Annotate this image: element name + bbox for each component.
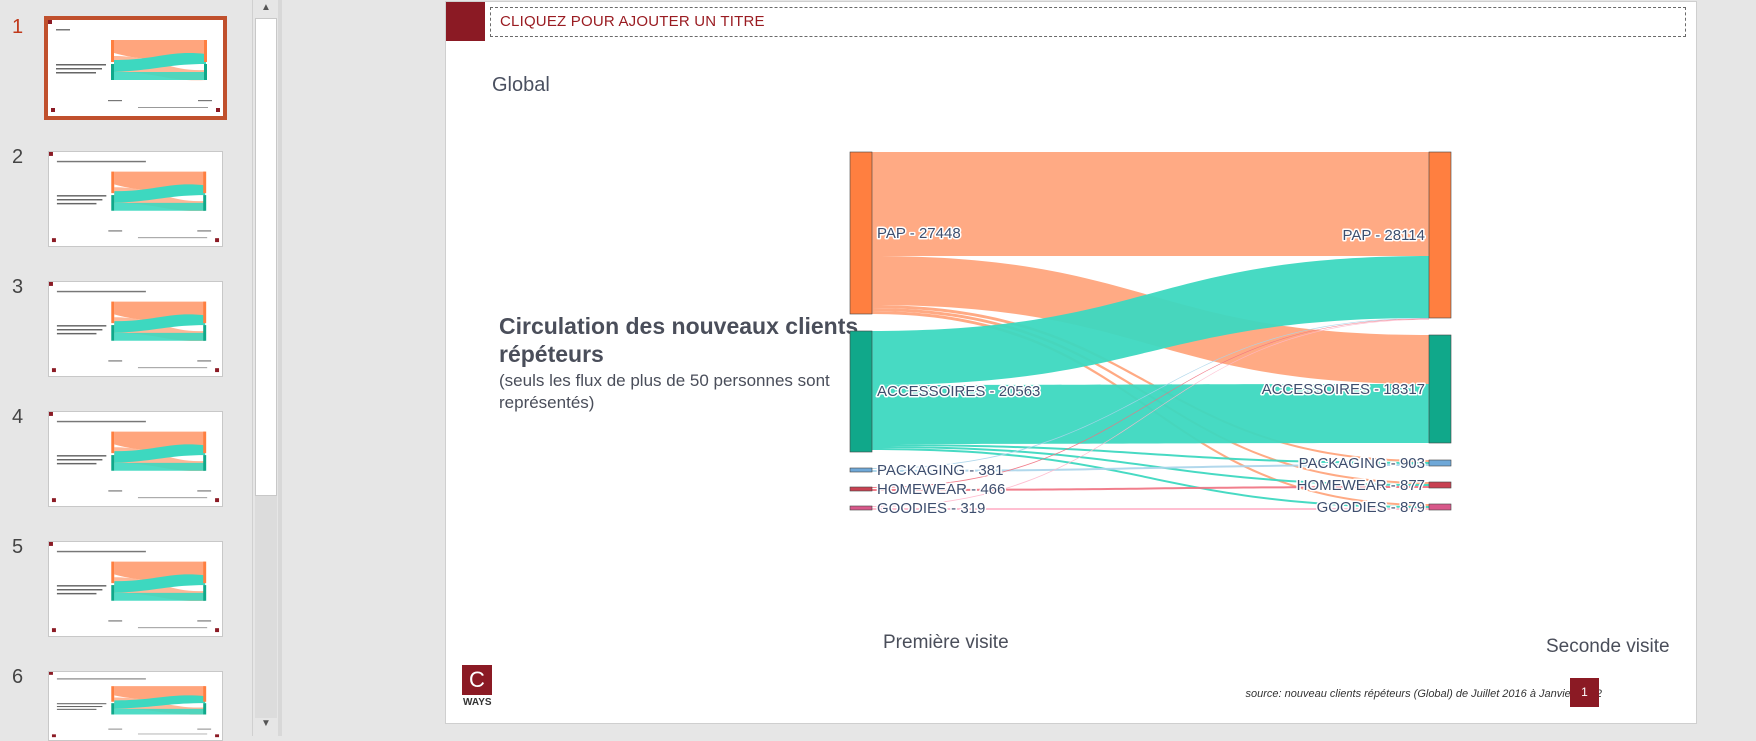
sankey-flow — [872, 508, 1429, 510]
slide-thumbnail-1[interactable] — [44, 16, 227, 120]
sankey-flow — [872, 318, 1429, 488]
sankey-target-label-halo: PAP - 28114 — [1342, 227, 1425, 244]
sankey-target-node — [1428, 151, 1452, 319]
sankey-flow — [872, 384, 1429, 444]
page-number-badge: 1 — [1570, 678, 1599, 707]
title-accent-bar — [446, 2, 485, 41]
thumbnail-number: 2 — [12, 146, 24, 168]
sankey-source-node — [849, 505, 873, 511]
sankey-target-node — [1428, 459, 1452, 467]
chart-subtitle: (seuls les flux de plus de 50 personnes … — [499, 371, 830, 412]
company-logo: C — [462, 665, 492, 695]
thumbnail-preview — [49, 542, 220, 633]
slide-thumbnail-6[interactable] — [48, 671, 223, 741]
sankey-source-label: ACCESSOIRES - 20563 — [877, 383, 1040, 400]
thumbnail-preview — [49, 282, 220, 373]
scroll-thumb[interactable] — [255, 18, 277, 496]
slide-canvas: CLIQUEZ POUR AJOUTER UN TITRE Global Cir… — [446, 2, 1696, 723]
title-placeholder[interactable]: CLIQUEZ POUR AJOUTER UN TITRE — [490, 7, 1686, 37]
source-note: source: nouveau clients répéteurs (Globa… — [1245, 688, 1603, 700]
sankey-target-label: PACKAGING - 903 — [1299, 455, 1425, 472]
thumbnail-number: 3 — [12, 276, 24, 298]
scroll-down-arrow-icon[interactable]: ▼ — [261, 718, 271, 729]
sankey-target-node — [1428, 481, 1452, 489]
sankey-target-label: HOMEWEAR - 877 — [1297, 477, 1425, 494]
sankey-source-label-halo: GOODIES - 319 — [877, 500, 985, 517]
slide-thumbnail-4[interactable] — [48, 411, 223, 507]
sankey-target-label-halo: HOMEWEAR - 877 — [1297, 477, 1425, 494]
thumbnail-number: 1 — [12, 16, 24, 38]
sankey-source-label-halo: ACCESSOIRES - 20563 — [877, 383, 1040, 400]
pane-divider[interactable] — [278, 0, 282, 736]
sankey-target-label-halo: PACKAGING - 903 — [1299, 455, 1425, 472]
sankey-target-label: ACCESSOIRES - 18317 — [1262, 381, 1425, 398]
sankey-source-label: PACKAGING - 381 — [877, 462, 1003, 479]
sankey-source-label-halo: PACKAGING - 381 — [877, 462, 1003, 479]
sankey-source-label: GOODIES - 319 — [877, 500, 985, 517]
sankey-target-label-halo: GOODIES - 879 — [1317, 499, 1425, 516]
section-label: Global — [492, 74, 550, 96]
sankey-flow — [872, 446, 1429, 486]
sankey-source-node — [849, 330, 873, 453]
sankey-target-label-halo: ACCESSOIRES - 18317 — [1262, 381, 1425, 398]
slide-thumbnail-2[interactable] — [48, 151, 223, 247]
thumbnail-scrollbar[interactable]: ▲ ▼ — [252, 0, 278, 736]
sankey-links — [872, 152, 1429, 510]
sankey-source-node — [849, 467, 873, 473]
sankey-flow — [872, 256, 1429, 385]
sankey-flow — [872, 444, 1429, 464]
sankey-source-label-halo: PAP - 27448 — [877, 225, 961, 242]
sankey-target-label: GOODIES - 879 — [1317, 499, 1425, 516]
sankey-source-node — [849, 151, 873, 315]
axis-first-visit-label: Première visite — [883, 632, 1009, 653]
thumbnail-number: 6 — [12, 666, 24, 688]
sankey-flow — [872, 486, 1429, 491]
sankey-source-label-halo: HOMEWEAR - 466 — [877, 481, 1005, 498]
thumbnail-preview — [49, 672, 220, 738]
scroll-up-arrow-icon[interactable]: ▲ — [261, 2, 271, 13]
sankey-source-label: HOMEWEAR - 466 — [877, 481, 1005, 498]
sankey-target-label: PAP - 28114 — [1342, 227, 1425, 244]
thumbnail-number: 5 — [12, 536, 24, 558]
sankey-flow — [872, 319, 1429, 507]
thumbnail-preview — [48, 20, 220, 112]
company-logo-text: WAYS — [463, 697, 492, 708]
sankey-source-label: PAP - 27448 — [877, 225, 961, 242]
sankey-source-node — [849, 486, 873, 492]
chart-title: Circulation des nouveaux clients répéteu… — [499, 313, 859, 367]
sankey-flow — [872, 448, 1429, 508]
slide-thumbnail-5[interactable] — [48, 541, 223, 637]
slide-thumbnail-pane: 1 2 3 4 5 6 — [0, 0, 252, 741]
sankey-target-node — [1428, 503, 1452, 511]
sankey-flow — [872, 305, 1429, 462]
slide-thumbnail-3[interactable] — [48, 281, 223, 377]
chart-heading-block: Circulation des nouveaux clients répéteu… — [499, 312, 919, 414]
thumbnail-number: 4 — [12, 406, 24, 428]
sankey-flow — [872, 152, 1429, 256]
thumbnail-preview — [49, 152, 220, 243]
sankey-flow — [872, 318, 1429, 469]
thumbnail-preview — [49, 412, 220, 503]
sankey-target-node — [1428, 334, 1452, 444]
axis-second-visit-label: Seconde visite — [1546, 636, 1670, 657]
